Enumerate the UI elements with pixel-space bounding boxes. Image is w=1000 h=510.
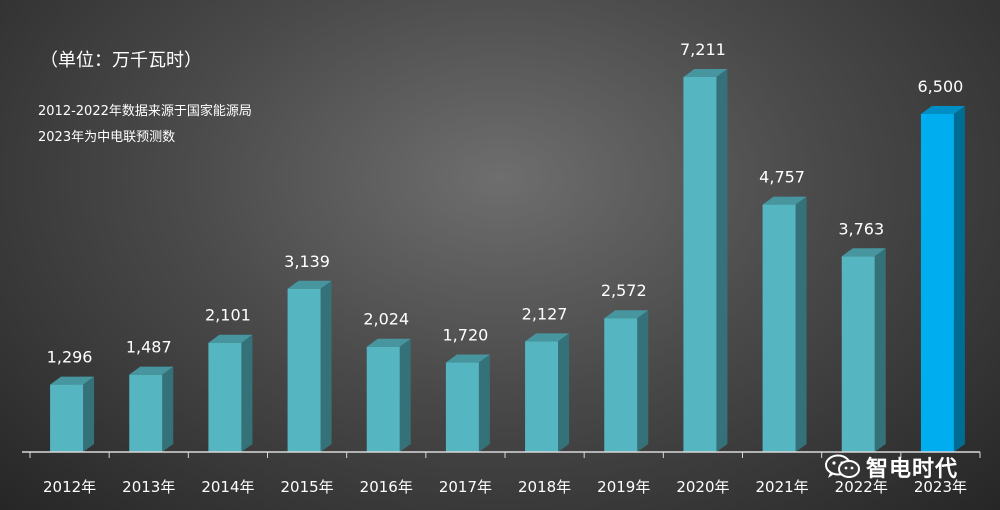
- bar-top: [762, 196, 807, 205]
- tick-label: 2013年: [122, 478, 175, 496]
- value-label: 7,211: [680, 40, 726, 59]
- value-label: 1,487: [126, 338, 172, 357]
- bar-2013年: [129, 374, 163, 452]
- value-label: 2,101: [205, 306, 251, 325]
- bar-top: [366, 338, 411, 347]
- bar-2019年: [604, 318, 638, 452]
- bar-top: [129, 366, 174, 375]
- bar-side: [162, 366, 174, 452]
- bar-top: [525, 333, 570, 342]
- bar-side: [320, 280, 332, 452]
- value-label: 2,572: [601, 281, 647, 300]
- unit-label: （单位：万千瓦时）: [40, 50, 202, 71]
- tick-label: 2022年: [835, 478, 888, 496]
- bar-side: [637, 310, 649, 452]
- forecast-note: 2023年为中电联预测数: [38, 130, 176, 145]
- bar-side: [953, 105, 965, 452]
- bar-2012年: [50, 384, 84, 452]
- watermark-text: 智电时代: [866, 457, 959, 482]
- tick-label: 2017年: [439, 478, 492, 496]
- bar-top: [445, 354, 490, 363]
- tick-label: 2023年: [914, 478, 967, 496]
- watermark: 智电时代: [824, 454, 959, 482]
- value-label: 6,500: [918, 77, 964, 96]
- value-label: 1,296: [47, 348, 93, 367]
- bar-side: [83, 376, 95, 452]
- bar-side: [399, 338, 411, 452]
- bar-side: [558, 333, 570, 452]
- value-label: 2,127: [522, 304, 568, 323]
- bar-top: [50, 376, 95, 385]
- tick-label: 2015年: [280, 478, 333, 496]
- value-label: 1,720: [443, 326, 489, 345]
- tick-label: 2020年: [676, 478, 729, 496]
- wechat-icon: [825, 454, 860, 478]
- value-label: 3,139: [284, 252, 330, 271]
- source-note: 2012-2022年数据来源于国家能源局: [38, 104, 252, 119]
- bar-top: [604, 310, 649, 319]
- bar-2017年: [445, 362, 479, 452]
- bar-2022年: [841, 256, 875, 452]
- value-label: 2,024: [363, 310, 409, 329]
- bar-top: [841, 248, 886, 257]
- tick-label: 2019年: [597, 478, 650, 496]
- bar-2021年: [762, 204, 796, 452]
- tick-label: 2012年: [43, 478, 96, 496]
- value-label: 4,757: [759, 168, 805, 187]
- tick-label: 2018年: [518, 478, 571, 496]
- bar-top: [683, 69, 728, 77]
- bar-side: [795, 196, 807, 452]
- bar-2014年: [208, 342, 242, 452]
- bar-2023年: [920, 113, 954, 452]
- bar-top: [287, 280, 332, 289]
- value-label: 3,763: [838, 219, 884, 238]
- bar-2015年: [287, 288, 321, 452]
- bar-2020年: [683, 77, 717, 452]
- bar-side: [874, 248, 886, 452]
- tick-label: 2021年: [755, 478, 808, 496]
- bar-2016年: [366, 346, 400, 452]
- bar-side: [478, 354, 490, 452]
- bar-top: [208, 334, 253, 343]
- bar-side: [716, 69, 728, 452]
- tick-label: 2014年: [201, 478, 254, 496]
- bar-top: [920, 105, 965, 114]
- bar-side: [241, 334, 253, 452]
- tick-label: 2016年: [360, 478, 413, 496]
- bar-2018年: [525, 341, 559, 452]
